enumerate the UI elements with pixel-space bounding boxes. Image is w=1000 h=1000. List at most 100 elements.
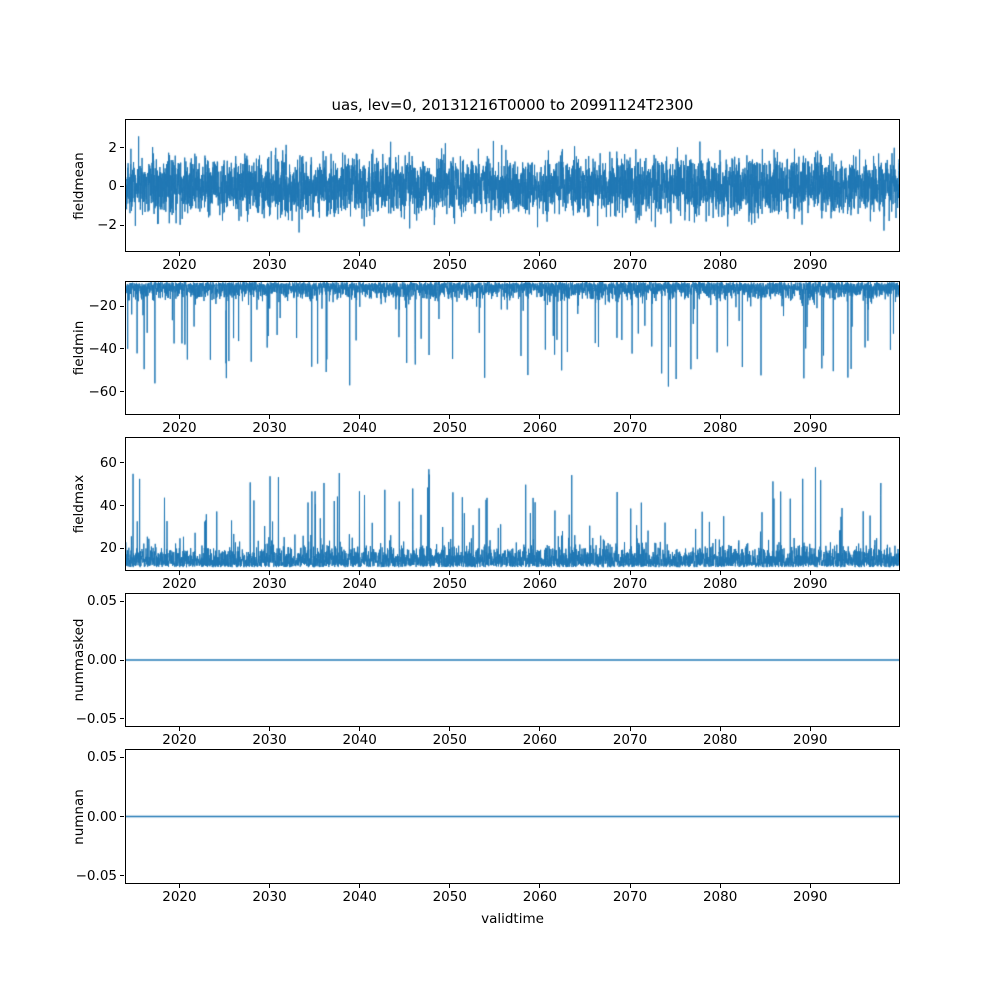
y-tick-label: −0.05	[75, 867, 117, 884]
x-tick-label: 2020	[162, 732, 197, 748]
y-tick-mark	[120, 600, 124, 602]
x-tick-label: 2030	[252, 732, 287, 748]
x-tick-label: 2060	[522, 257, 558, 273]
x-tick-label: 2080	[702, 732, 738, 748]
x-tick-mark	[449, 571, 451, 575]
x-tick-label: 2050	[432, 889, 467, 905]
x-tick-label: 2040	[342, 889, 377, 905]
y-tick-mark	[120, 505, 124, 507]
x-tick-mark	[629, 571, 631, 575]
x-tick-label: 2090	[793, 576, 828, 592]
y-tick-label: 0.05	[86, 749, 117, 766]
x-tick-label: 2090	[793, 257, 828, 273]
x-tick-label: 2040	[342, 257, 377, 273]
x-tick-label: 2090	[793, 889, 828, 905]
y-tick-mark	[120, 391, 124, 393]
fieldmax-line-plot	[126, 438, 899, 570]
y-tick-mark	[120, 659, 124, 661]
x-tick-mark	[539, 252, 541, 256]
y-tick-label: 60	[99, 454, 117, 471]
x-tick-mark	[359, 884, 361, 888]
x-tick-mark	[719, 884, 721, 888]
y-tick-mark	[120, 462, 124, 464]
y-tick-label: 0.05	[86, 593, 117, 610]
x-tick-mark	[629, 252, 631, 256]
figure-title: uas, lev=0, 20131216T0000 to 20991124T23…	[331, 96, 694, 114]
fieldmin-line-plot	[126, 282, 899, 414]
x-tick-mark	[269, 415, 271, 419]
x-tick-mark	[269, 252, 271, 256]
x-tick-mark	[719, 415, 721, 419]
fieldmean-line-plot	[126, 120, 899, 251]
x-tick-mark	[178, 252, 180, 256]
x-tick-mark	[539, 415, 541, 419]
x-tick-mark	[449, 415, 451, 419]
y-tick-mark	[120, 305, 124, 307]
subplot-nummasked	[125, 593, 900, 727]
x-tick-mark	[539, 884, 541, 888]
x-tick-label: 2020	[162, 420, 197, 436]
x-tick-mark	[178, 727, 180, 731]
subplot-numnan	[125, 749, 900, 884]
x-tick-label: 2040	[342, 576, 377, 592]
x-tick-label: 2070	[612, 889, 648, 905]
x-tick-label: 2080	[702, 889, 738, 905]
y-tick-label: −0.05	[75, 710, 117, 727]
x-tick-label: 2060	[522, 732, 558, 748]
x-tick-mark	[359, 252, 361, 256]
x-tick-mark	[719, 571, 721, 575]
y-tick-mark	[120, 816, 124, 817]
x-tick-mark	[719, 727, 721, 731]
y-tick-mark	[120, 547, 124, 549]
y-tick-mark	[120, 875, 124, 877]
x-axis-label: validtime	[481, 911, 544, 927]
subplot-fieldmin	[125, 281, 900, 415]
x-tick-label: 2050	[432, 732, 467, 748]
x-tick-mark	[539, 727, 541, 731]
x-tick-label: 2030	[252, 889, 287, 905]
y-tick-label: 0	[108, 178, 117, 195]
y-tick-mark	[120, 756, 124, 758]
x-tick-mark	[629, 415, 631, 419]
x-tick-mark	[809, 252, 811, 256]
x-tick-label: 2080	[702, 420, 738, 436]
x-tick-mark	[809, 884, 811, 888]
x-tick-label: 2020	[162, 889, 197, 905]
x-tick-mark	[809, 415, 811, 419]
y-tick-label: 2	[108, 139, 117, 156]
x-tick-label: 2070	[612, 420, 648, 436]
y-tick-mark	[120, 718, 124, 720]
x-tick-mark	[269, 727, 271, 731]
x-tick-mark	[629, 727, 631, 731]
x-tick-mark	[449, 727, 451, 731]
subplot-fieldmean	[125, 119, 900, 252]
y-tick-label: 0.00	[86, 808, 117, 825]
x-tick-mark	[178, 571, 180, 575]
x-tick-label: 2060	[522, 576, 558, 592]
y-tick-mark	[120, 185, 124, 187]
y-tick-mark	[120, 348, 124, 350]
x-tick-label: 2080	[702, 576, 738, 592]
nummasked-line-plot	[126, 594, 899, 726]
x-tick-mark	[809, 727, 811, 731]
x-tick-label: 2030	[252, 420, 287, 436]
x-tick-label: 2090	[793, 732, 828, 748]
y-tick-label: −2	[97, 217, 117, 233]
x-tick-label: 2060	[522, 889, 558, 905]
subplot-fieldmax	[125, 437, 900, 571]
x-tick-label: 2080	[702, 257, 738, 273]
x-tick-mark	[269, 884, 271, 888]
x-tick-label: 2020	[162, 257, 197, 273]
x-tick-mark	[178, 884, 180, 888]
x-tick-label: 2050	[432, 576, 467, 592]
x-tick-label: 2090	[793, 420, 828, 436]
x-tick-label: 2030	[252, 576, 287, 592]
y-tick-label: −20	[88, 298, 118, 315]
y-tick-label: 0.00	[86, 652, 117, 668]
x-tick-mark	[539, 571, 541, 575]
x-tick-label: 2070	[612, 576, 648, 592]
x-tick-label: 2070	[612, 257, 648, 273]
x-tick-label: 2020	[162, 576, 197, 592]
x-tick-label: 2040	[342, 732, 377, 748]
